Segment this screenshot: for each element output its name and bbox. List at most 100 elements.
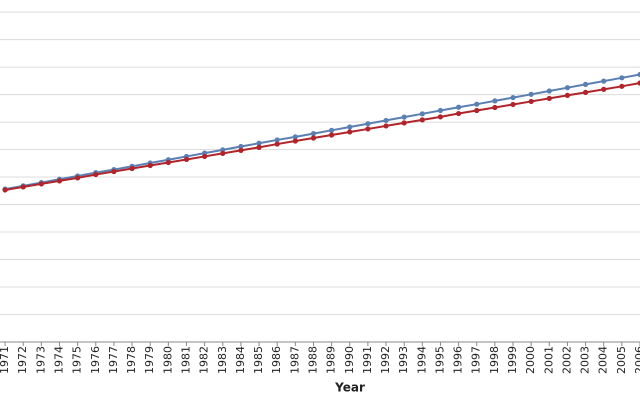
data-point [147, 162, 153, 169]
data-point [619, 75, 625, 81]
x-tick-label: 1992 [379, 346, 392, 374]
x-tick-label: 1987 [288, 346, 301, 374]
data-point [347, 124, 353, 130]
x-tick-label: 1972 [16, 346, 29, 374]
x-tick-label: 1979 [143, 346, 156, 374]
data-point [75, 175, 81, 181]
data-point [474, 107, 480, 114]
data-point [256, 144, 262, 150]
x-tick-label: 1983 [216, 346, 229, 374]
data-point [637, 80, 640, 86]
x-tick-label: 1995 [433, 346, 446, 374]
data-point [419, 117, 425, 123]
data-point [310, 131, 317, 137]
data-point [183, 156, 190, 163]
x-tick-label: 2003 [579, 346, 592, 374]
data-point [383, 117, 389, 124]
x-tick-label: 1976 [89, 346, 102, 374]
x-tick-label: 1980 [161, 346, 174, 374]
x-tick-label: 2000 [524, 346, 537, 374]
data-point [401, 120, 407, 126]
data-point [238, 147, 244, 153]
x-tick-label: 1997 [470, 346, 483, 374]
data-point [202, 153, 208, 160]
data-point [129, 165, 135, 172]
data-point [111, 168, 117, 175]
data-point [310, 135, 317, 141]
x-tick-label: 1989 [325, 346, 338, 374]
data-point [38, 181, 44, 187]
data-point [528, 98, 534, 105]
x-tick-label: 1982 [198, 346, 211, 374]
data-point [564, 85, 571, 91]
data-point [528, 91, 534, 97]
data-point [292, 138, 298, 144]
x-tick-label: 1981 [179, 346, 192, 374]
x-tick-label: 1991 [361, 346, 374, 374]
data-point [93, 171, 99, 178]
data-point [546, 95, 552, 102]
data-point [220, 150, 226, 157]
data-point [238, 143, 244, 150]
x-tick-label: 1993 [397, 346, 410, 374]
series-line [4, 82, 640, 191]
data-point [56, 178, 63, 184]
data-point [510, 101, 516, 108]
data-point [582, 89, 589, 95]
data-point [474, 101, 480, 107]
data-point [401, 114, 407, 120]
x-tick-label: 1998 [488, 346, 501, 374]
x-tick-label: 1971 [0, 346, 11, 374]
data-point [455, 104, 462, 110]
data-point [365, 121, 371, 127]
data-point [419, 111, 425, 117]
data-point [601, 78, 607, 84]
data-point [510, 94, 516, 101]
data-point [2, 187, 8, 193]
data-point [492, 98, 498, 104]
data-point [455, 110, 462, 117]
x-tick-label: 1975 [71, 346, 84, 374]
data-point [329, 132, 335, 138]
data-point [220, 147, 226, 153]
data-point [292, 134, 298, 140]
x-tick-label: 1994 [415, 346, 428, 374]
x-tick-label: 1984 [234, 346, 247, 374]
data-point [437, 107, 444, 114]
data-point [492, 104, 498, 111]
x-tick-label: 2006 [633, 346, 640, 374]
data-point [546, 88, 552, 94]
data-point [437, 114, 444, 120]
series-line [4, 73, 640, 191]
data-point [365, 126, 371, 132]
data-point [383, 123, 389, 129]
x-tick-label: 1978 [125, 346, 138, 374]
x-tick-label: 1986 [270, 346, 283, 374]
data-point [347, 129, 353, 135]
x-tick-label: 1988 [306, 346, 319, 374]
x-tick-label: 1973 [34, 346, 47, 374]
x-tick-label: 2005 [615, 346, 628, 374]
data-point [20, 184, 26, 190]
x-tick-label: 1999 [506, 346, 519, 374]
x-tick-label: 1996 [452, 346, 465, 374]
x-tick-label: 2002 [560, 346, 573, 374]
data-point [582, 81, 589, 88]
data-point [274, 141, 280, 147]
x-tick-label: 1990 [343, 346, 356, 374]
data-point [256, 140, 262, 146]
data-point [165, 159, 171, 166]
x-axis-label: Year [334, 381, 365, 395]
x-tick-label: 1985 [252, 346, 265, 374]
data-point [564, 92, 571, 98]
data-point [619, 83, 625, 89]
x-tick-label: 1977 [107, 346, 120, 374]
data-point [637, 71, 640, 78]
data-point [329, 127, 335, 133]
x-tick-label: 1974 [53, 346, 66, 374]
x-tick-label: 2001 [542, 346, 555, 374]
x-tick-label: 2004 [597, 346, 610, 374]
data-point [274, 137, 280, 143]
